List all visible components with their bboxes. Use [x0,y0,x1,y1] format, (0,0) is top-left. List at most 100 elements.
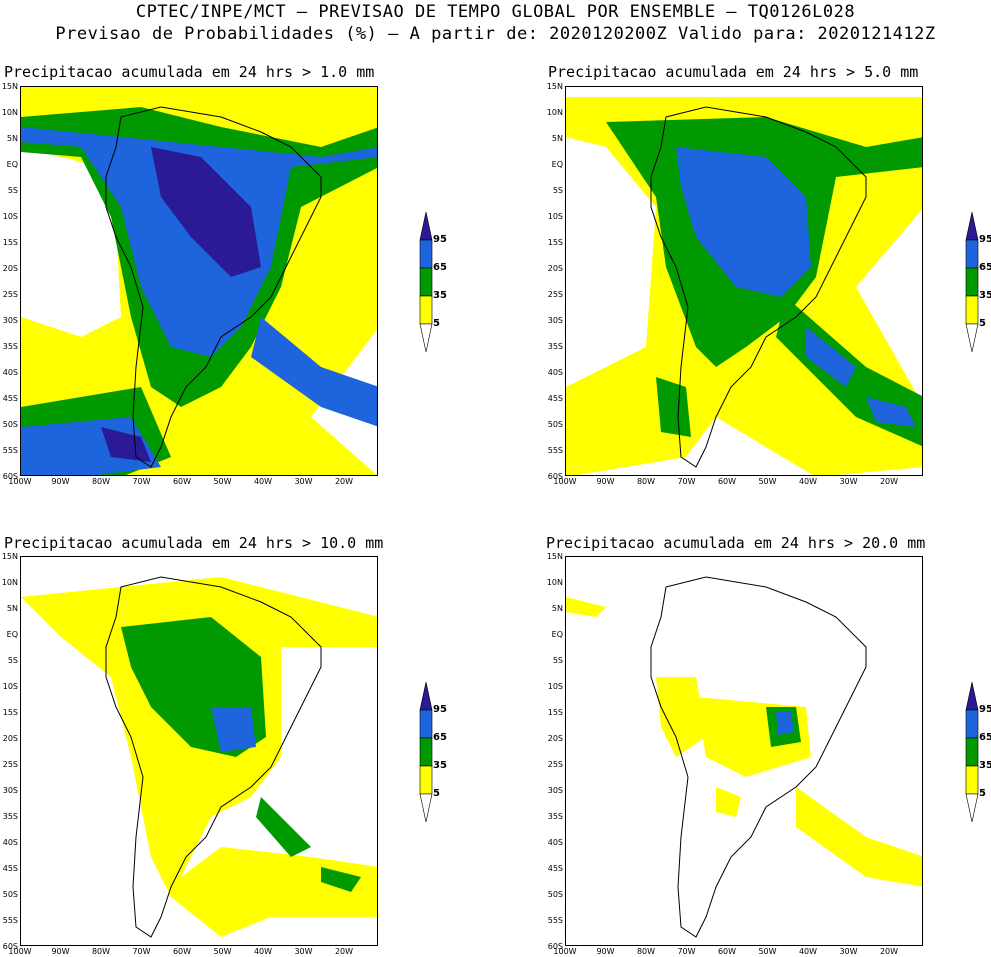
lat-label: 5N [551,134,563,143]
lon-label: 100W [553,477,577,486]
lon-label: 40W [798,477,818,486]
lon-label: 50W [213,477,232,486]
lat-label: 25S [2,290,18,299]
panel-3-map [20,556,378,946]
legend-label: 5 [433,318,440,329]
lat-label: 5N [6,134,18,143]
lon-label: 30W [294,947,313,956]
legend-swatch-green [419,737,433,767]
legend-label: 35 [979,290,991,301]
lat-label: 45S [2,864,18,873]
legend-swatch-white [965,793,979,823]
panel-4-legend: 95 65 35 5 [965,681,991,826]
lat-label: 50S [547,890,563,899]
legend-swatch-purple [965,211,979,241]
lat-label: EQ [6,160,18,169]
probability-region-green-4 [321,867,361,892]
coastline [105,576,322,938]
legend-swatch-white [419,323,433,353]
lat-label: 30S [547,316,563,325]
probability-region-blue-2 [211,707,256,752]
legend-label: 65 [979,262,991,273]
coastline [650,106,867,468]
probability-region-blue-4 [806,327,856,387]
lat-label: 10S [547,212,563,221]
legend-swatch-yellow [965,295,979,325]
lat-label: 15N [546,552,563,561]
probability-region-yellow-0 [656,677,706,757]
lat-label: 40S [2,368,18,377]
lat-label: 25S [547,290,563,299]
legend-label: 95 [433,234,447,245]
lat-label: 40S [547,838,563,847]
lat-label: 50S [2,890,18,899]
legend-swatch-blue [419,709,433,739]
lat-label: 15N [1,82,18,91]
lat-label: 50S [547,420,563,429]
lon-label: 50W [213,947,232,956]
lon-label: 60W [717,477,737,486]
panel-1-title: Precipitacao acumulada em 24 hrs > 1.0 m… [4,63,375,81]
lat-label: 55S [2,446,18,455]
legend-label: 65 [979,732,991,743]
legend-label: 5 [433,788,440,799]
panel-2-title: Precipitacao acumulada em 24 hrs > 5.0 m… [548,63,919,81]
legend-swatch-yellow [419,295,433,325]
lat-label: 20S [2,734,18,743]
probability-region-green-3 [256,797,311,857]
lon-label: 20W [334,477,354,486]
lon-label: 80W [91,477,111,486]
lat-label: EQ [6,630,18,639]
panel-4-map-graphic [566,576,922,938]
legend-colorbar [965,681,979,823]
coastline [105,106,322,468]
probability-region-green-6 [656,377,691,437]
lat-label: 25S [547,760,563,769]
lat-label: 5S [7,186,18,195]
lat-label: 60S [547,942,563,951]
lat-label: 30S [547,786,563,795]
panel-4-map [565,556,923,946]
lon-label: 30W [839,947,858,956]
lon-label: 70W [132,947,151,956]
figure-title-line1: CPTEC/INPE/MCT – PREVISAO DE TEMPO GLOBA… [135,2,856,22]
lat-label: 5S [552,186,563,195]
lat-label: 60S [2,472,18,481]
lon-label: 30W [839,477,858,486]
panel-2-legend: 95 65 35 5 [965,211,991,356]
lat-label: 35S [2,342,18,351]
legend-label: 35 [433,290,447,301]
lat-label: 35S [2,812,18,821]
probability-region-blue-6 [21,417,161,475]
legend-label: 95 [433,704,447,715]
lon-label: 20W [334,947,354,956]
lat-label: 20S [547,734,563,743]
lat-label: 45S [547,864,563,873]
lon-label: 80W [636,947,656,956]
probability-region-yellow-0 [21,577,377,937]
lat-label: 20S [2,264,18,273]
lon-label: 70W [677,947,696,956]
legend-colorbar [419,211,433,353]
legend-swatch-purple [419,211,433,241]
legend-swatch-green [965,737,979,767]
legend-swatch-yellow [419,765,433,795]
lat-label: 55S [2,916,18,925]
probability-region-blue-4 [251,317,377,427]
lon-label: 30W [294,477,313,486]
panel-3-title: Precipitacao acumulada em 24 hrs > 10.0 … [4,534,384,552]
panel-1-legend: 95 65 35 5 [419,211,447,356]
lat-label: 40S [547,368,563,377]
lon-label: 80W [636,477,656,486]
lat-label: 10S [2,682,18,691]
legend-label: 65 [433,732,447,743]
lat-label: 5S [552,656,563,665]
lon-label: 70W [677,477,696,486]
lat-label: 25S [2,760,18,769]
lon-label: 60W [172,477,192,486]
legend-swatch-blue [965,239,979,269]
lat-label: 35S [547,342,563,351]
legend-colorbar [965,211,979,353]
lat-label: 10N [1,578,18,587]
lon-label: 100W [553,947,577,956]
